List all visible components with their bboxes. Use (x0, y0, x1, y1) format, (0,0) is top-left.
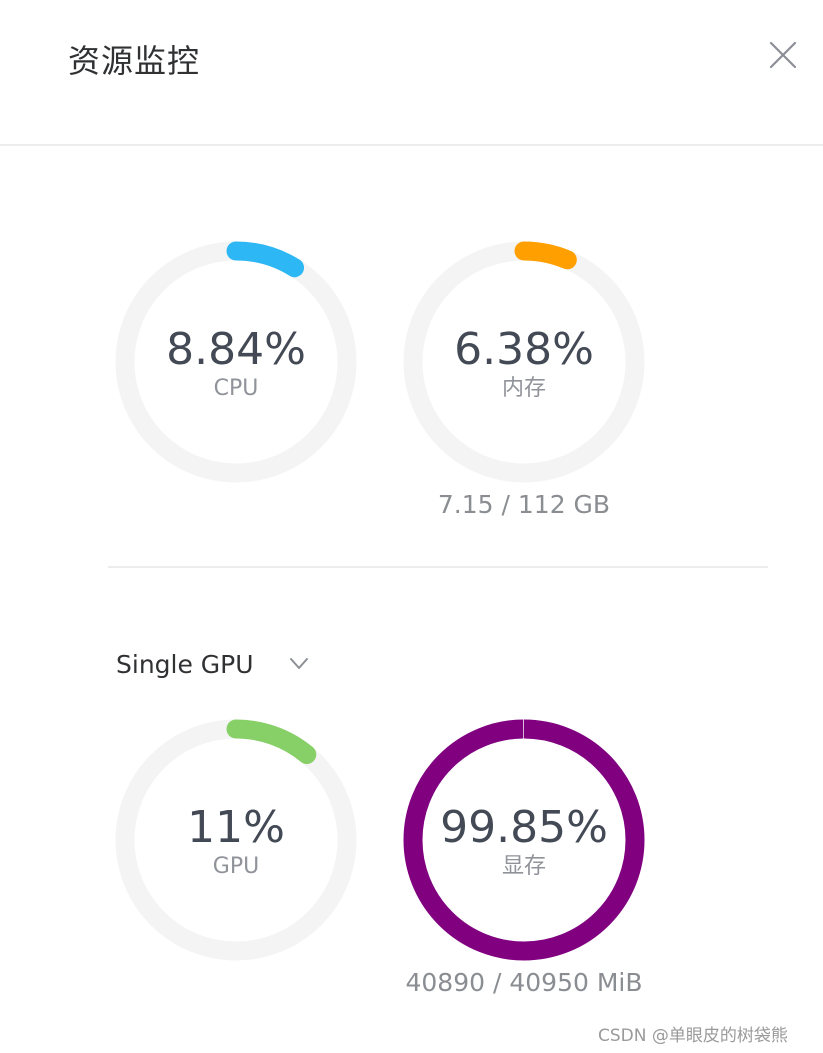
cpu-ring (115, 241, 357, 483)
watermark: CSDN @单眼皮的树袋熊 (598, 1026, 788, 1046)
cpu-gauge: 8.84% CPU (114, 240, 358, 484)
gpu-memory-label: 显存 (501, 854, 546, 879)
section-divider (108, 566, 768, 568)
cpu-ring-progress (115, 241, 357, 483)
chevron-down-icon (289, 658, 308, 669)
memory-percent: 6.38% (454, 324, 594, 375)
gpu-memory-ring (403, 719, 645, 961)
close-button[interactable] (766, 38, 800, 72)
gpu-memory-ring-progress (403, 719, 645, 961)
gpu-mode-selected: Single GPU (116, 649, 254, 679)
gpu-memory-gauge: 99.85% 显存 (402, 718, 646, 962)
cpu-percent: 8.84% (166, 324, 306, 375)
dialog-title: 资源监控 (68, 42, 201, 80)
dialog-header: 资源监控 (0, 0, 823, 146)
memory-ring (403, 241, 645, 483)
gpu-gauge: 11% GPU (114, 718, 358, 962)
gpu-ring (115, 719, 357, 961)
memory-gauge: 6.38% 内存 (402, 240, 646, 484)
gpu-memory-usage-text: 40890 / 40950 MiB (405, 968, 643, 997)
gpu-label: GPU (212, 854, 260, 879)
memory-label: 内存 (501, 376, 546, 401)
cpu-label: CPU (213, 376, 259, 401)
close-icon (769, 41, 797, 69)
memory-usage-text: 7.15 / 112 GB (437, 490, 611, 519)
gpu-ring-progress (115, 719, 357, 961)
gpu-percent: 11% (187, 802, 285, 853)
gpu-memory-percent: 99.85% (440, 802, 608, 853)
gpu-mode-select[interactable]: Single GPU (116, 644, 310, 684)
memory-ring-progress (403, 241, 645, 483)
